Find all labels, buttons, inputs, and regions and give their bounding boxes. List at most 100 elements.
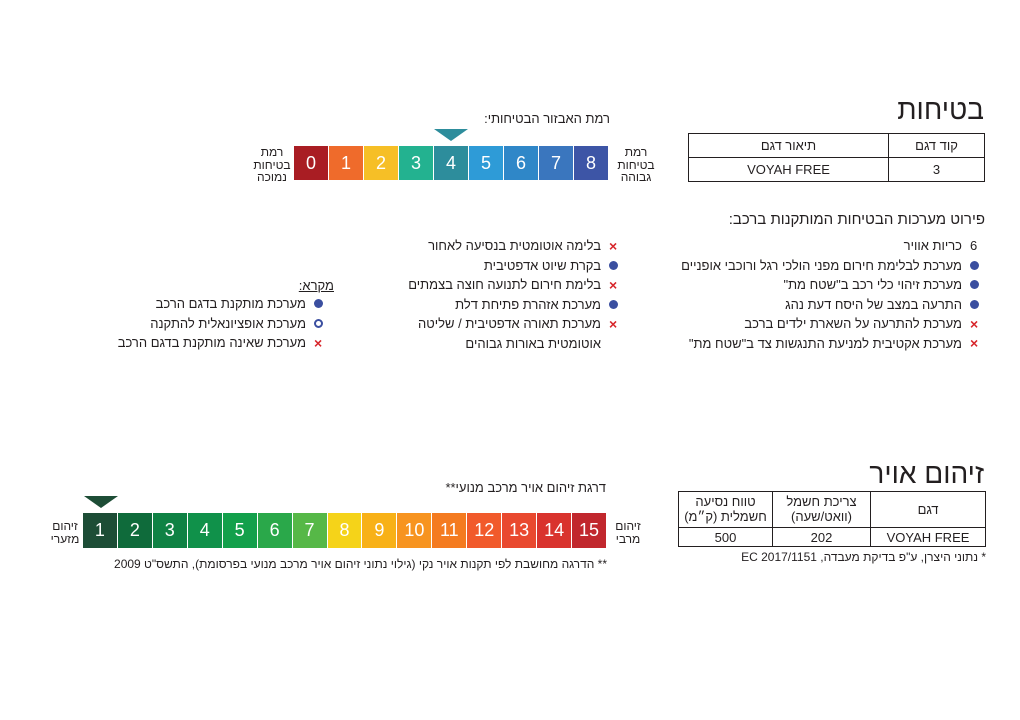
list-item: מערכת לבלימת חירום מפני הולכי רגל ורוכבי… bbox=[681, 256, 988, 276]
pollution-level-7: 7 bbox=[292, 513, 328, 548]
legend-title: מקרא: bbox=[298, 278, 334, 293]
pollution-footnote: * נתוני היצרן, ע"פ בדיקת מעבדה, EC 2017/… bbox=[741, 550, 986, 564]
list-item-label: כריות אוויר bbox=[903, 238, 962, 254]
safety-high-label-line: בטיחות bbox=[617, 157, 655, 172]
list-item-label: מערכת תאורה אדפטיבית / שליטה bbox=[418, 316, 601, 332]
pollution-scale-title: דרגת זיהום אויר מרכב מנועי** bbox=[445, 480, 606, 495]
safety-level-2: 2 bbox=[364, 146, 399, 180]
list-item-label: בלימת חירום לתנועה חוצה בצמתים bbox=[408, 277, 601, 293]
header-model-description: תיאור דגם bbox=[688, 133, 889, 158]
not-installed-x-icon: × bbox=[970, 335, 979, 352]
safety-level-0: 0 bbox=[294, 146, 329, 180]
pollution-level-1: 1 bbox=[82, 513, 118, 548]
cell-model: VOYAH FREE bbox=[870, 527, 986, 547]
pollution-level-5: 5 bbox=[222, 513, 258, 548]
list-item-label: התרעה במצב של היסח דעת נהג bbox=[785, 296, 962, 312]
header-electric-consumption-line: צריכת חשמל bbox=[786, 493, 857, 509]
safety-systems-list-2: × בלימה אוטומטית בנסיעה לאחור בקרת שיוט אד… bbox=[408, 236, 627, 353]
list-item: × בלימה אוטומטית בנסיעה לאחור bbox=[408, 236, 627, 256]
installed-dot-icon bbox=[970, 299, 988, 309]
pollution-level-6: 6 bbox=[257, 513, 293, 548]
pollution-level-3: 3 bbox=[152, 513, 188, 548]
safety-model-table: קוד דגם תיאור דגם 3 VOYAH FREE bbox=[688, 133, 985, 182]
list-item-label: מערכת לבלימת חירום מפני הולכי רגל ורוכבי… bbox=[681, 257, 962, 273]
pollution-level-8: 8 bbox=[327, 513, 363, 548]
list-item-label: אוטומטית באורות גבוהים bbox=[465, 335, 601, 351]
list-item: אוטומטית באורות גבוהים bbox=[408, 334, 627, 354]
list-item-label: מערכת זיהוי כלי רכב ב"שטח מת" bbox=[783, 277, 962, 293]
list-item: מערכת מותקנת בדגם הרכב bbox=[118, 294, 332, 314]
header-electric-range-line: חשמלית (ק״מ) bbox=[684, 508, 767, 524]
list-item-label: מערכת אקטיבית למניעת התנגשות צד ב"שטח מת… bbox=[688, 335, 962, 351]
safety-details-title: פירוט מערכות הבטיחות המותקנות ברכב: bbox=[728, 211, 985, 228]
pollution-level-11: 11 bbox=[432, 513, 468, 548]
safety-low-label-line: בטיחות bbox=[253, 157, 291, 172]
list-item: × מערכת תאורה אדפטיבית / שליטה bbox=[408, 314, 627, 334]
header-model-text: דגם bbox=[917, 502, 939, 517]
list-item-label: מערכת להתרעה על השארת ילדים ברכב bbox=[744, 316, 962, 332]
safety-level-7: 7 bbox=[539, 146, 574, 180]
safety-low-label: רמת בטיחות נמוכה bbox=[252, 146, 292, 184]
cell-electric-range: 500 bbox=[678, 527, 773, 547]
header-electric-consumption: צריכת חשמל (וואט/שעה) bbox=[772, 491, 871, 528]
list-item: מערכת אזהרת פתיחת דלת bbox=[408, 295, 627, 315]
cell-model-code: 3 bbox=[888, 157, 985, 182]
safety-level-8: 8 bbox=[574, 146, 609, 180]
list-item: × בלימת חירום לתנועה חוצה בצמתים bbox=[408, 275, 627, 295]
header-model-code: קוד דגם bbox=[888, 133, 985, 158]
list-item: התרעה במצב של היסח דעת נהג bbox=[681, 295, 988, 315]
not-installed-x-icon: × bbox=[970, 315, 979, 332]
safety-level-4: 4 bbox=[434, 146, 469, 180]
list-item: מערכת אופציונאלית להתקנה bbox=[118, 314, 332, 334]
installed-dot-icon bbox=[314, 299, 332, 309]
pollution-level-9: 9 bbox=[362, 513, 398, 548]
pollution-level-13: 13 bbox=[502, 513, 538, 548]
list-item-label: מערכת אופציונאלית להתקנה bbox=[150, 315, 306, 331]
safety-level-1: 1 bbox=[329, 146, 364, 180]
not-installed-x-icon: × bbox=[609, 237, 618, 254]
pollution-level-10: 10 bbox=[397, 513, 433, 548]
safety-low-label-line: רמת bbox=[260, 145, 284, 159]
legend-list: מערכת מותקנת בדגם הרכב מערכת אופציונאלית … bbox=[118, 294, 332, 353]
safety-systems-list-1: 6 כריות אוויר מערכת לבלימת חירום מפני הולכ… bbox=[681, 236, 988, 353]
list-item: × מערכת להתרעה על השארת ילדים ברכב bbox=[681, 314, 988, 334]
pollution-max-label: זיהום מרבי bbox=[611, 520, 645, 545]
airbag-count: 6 bbox=[970, 238, 988, 253]
optional-ring-icon bbox=[314, 318, 332, 328]
pollution-min-label-line: מזערי bbox=[50, 531, 80, 546]
pollution-max-label-line: זיהום bbox=[615, 519, 641, 533]
pollution-level-12: 12 bbox=[467, 513, 503, 548]
installed-dot-icon bbox=[970, 260, 988, 270]
list-item-label: בקרת שיוט אדפטיבית bbox=[483, 257, 601, 273]
pollution-max-label-line: מרבי bbox=[615, 531, 641, 546]
list-item: 6 כריות אוויר bbox=[681, 236, 988, 256]
pollution-level-15: 15 bbox=[572, 513, 607, 548]
pollution-title: זיהום אויר bbox=[869, 458, 984, 489]
pollution-level-14: 14 bbox=[537, 513, 573, 548]
safety-title: בטיחות bbox=[897, 94, 984, 125]
not-installed-x-icon: × bbox=[314, 334, 323, 351]
pollution-level-4: 4 bbox=[187, 513, 223, 548]
safety-level-6: 6 bbox=[504, 146, 539, 180]
pollution-level-2: 2 bbox=[117, 513, 153, 548]
pollution-table: דגם צריכת חשמל (וואט/שעה) טווח נסיעה חשמ… bbox=[678, 491, 986, 547]
installed-dot-icon bbox=[609, 299, 627, 309]
list-item-label: מערכת אזהרת פתיחת דלת bbox=[455, 296, 601, 312]
list-item-label: בלימה אוטומטית בנסיעה לאחור bbox=[428, 238, 601, 254]
safety-low-label-line: נמוכה bbox=[257, 170, 287, 185]
pollution-scale-arrow bbox=[84, 496, 118, 508]
list-item-label: מערכת שאינה מותקנת בדגם הרכב bbox=[117, 335, 306, 351]
safety-scale-arrow bbox=[434, 129, 468, 141]
header-electric-range-line: טווח נסיעה bbox=[695, 493, 756, 509]
safety-level-3: 3 bbox=[399, 146, 434, 180]
safety-high-label-line: גבוהה bbox=[620, 170, 652, 185]
pollution-min-label-line: זיהום bbox=[52, 519, 78, 533]
not-installed-x-icon: × bbox=[609, 276, 618, 293]
pollution-level-scale: 15 14 13 12 11 10 9 8 7 6 5 4 3 2 1 bbox=[82, 513, 607, 548]
installed-dot-icon bbox=[970, 280, 988, 290]
header-model: דגם bbox=[870, 491, 986, 528]
list-item: בקרת שיוט אדפטיבית bbox=[408, 256, 627, 276]
airbag-count-value: 6 bbox=[970, 238, 978, 254]
list-item: × מערכת אקטיבית למניעת התנגשות צד ב"שטח מ… bbox=[681, 334, 988, 354]
not-installed-x-icon: × bbox=[609, 315, 618, 332]
